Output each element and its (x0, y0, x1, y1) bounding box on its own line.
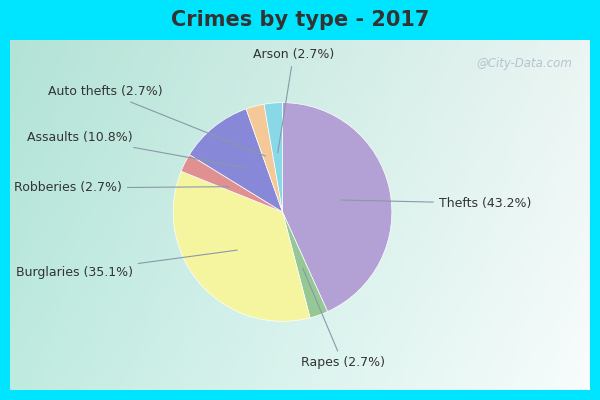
Text: @City-Data.com: @City-Data.com (476, 58, 572, 70)
Text: Auto thefts (2.7%): Auto thefts (2.7%) (47, 85, 265, 156)
Text: Arson (2.7%): Arson (2.7%) (253, 48, 334, 153)
Text: Crimes by type - 2017: Crimes by type - 2017 (171, 10, 429, 30)
Text: Thefts (43.2%): Thefts (43.2%) (341, 197, 531, 210)
Text: Assaults (10.8%): Assaults (10.8%) (27, 131, 244, 168)
Wedge shape (283, 103, 392, 312)
Text: Burglaries (35.1%): Burglaries (35.1%) (16, 250, 237, 279)
Text: Robberies (2.7%): Robberies (2.7%) (14, 182, 229, 194)
Wedge shape (181, 155, 283, 212)
Text: Rapes (2.7%): Rapes (2.7%) (301, 268, 385, 369)
Wedge shape (190, 109, 283, 212)
Wedge shape (246, 104, 283, 212)
Wedge shape (283, 212, 328, 318)
Wedge shape (264, 103, 283, 212)
Wedge shape (173, 171, 310, 321)
